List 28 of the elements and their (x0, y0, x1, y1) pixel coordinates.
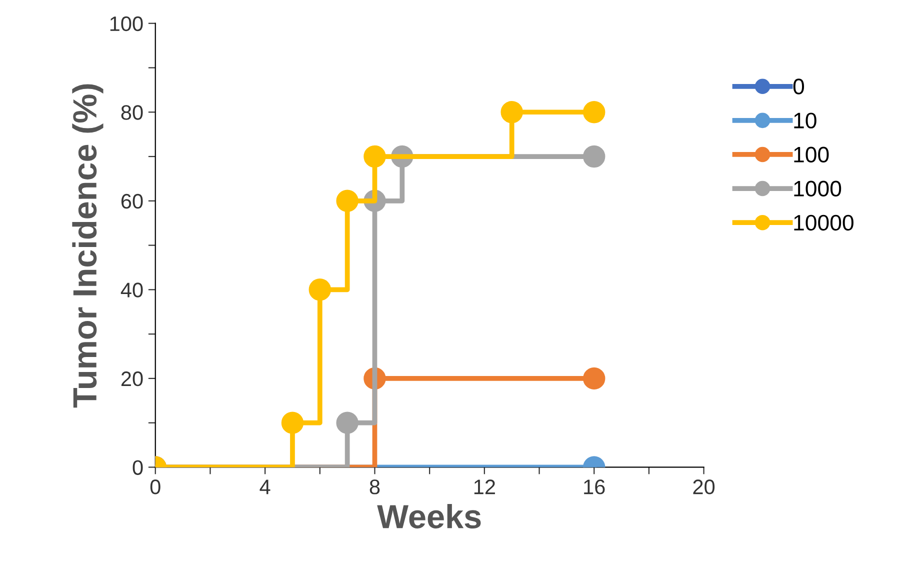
x-tick-label: 12 (474, 480, 495, 494)
y-tick-label: 20 (121, 371, 143, 386)
y-tick-label: 100 (110, 16, 143, 32)
point (582, 145, 606, 168)
y-tick-label: 0 (132, 460, 143, 475)
point (500, 101, 523, 124)
y-tick-label: 60 (121, 194, 143, 209)
legend-label: 10 (794, 112, 816, 128)
x-tick-label: 20 (693, 480, 715, 494)
legend-label: 100 (794, 146, 829, 162)
x-tick-label: 4 (260, 480, 270, 494)
x-tick-label: 8 (370, 480, 380, 494)
point (336, 412, 358, 434)
point (582, 101, 606, 124)
point (582, 367, 606, 390)
legend-label: 10000 (794, 214, 854, 231)
point (364, 145, 386, 168)
point (336, 190, 358, 212)
y-axis-title: Tumor Incidence (%) (72, 84, 104, 408)
x-axis-title: Weeks (377, 504, 481, 528)
legend-label: 0 (793, 78, 804, 94)
y-tick-label: 40 (120, 282, 143, 298)
y-tick-label: 80 (121, 105, 143, 120)
x-tick-label: 0 (150, 480, 160, 494)
legend-label: 1000 (794, 180, 842, 197)
point (308, 278, 332, 301)
point (281, 412, 304, 434)
x-tick-label: 16 (584, 480, 605, 494)
